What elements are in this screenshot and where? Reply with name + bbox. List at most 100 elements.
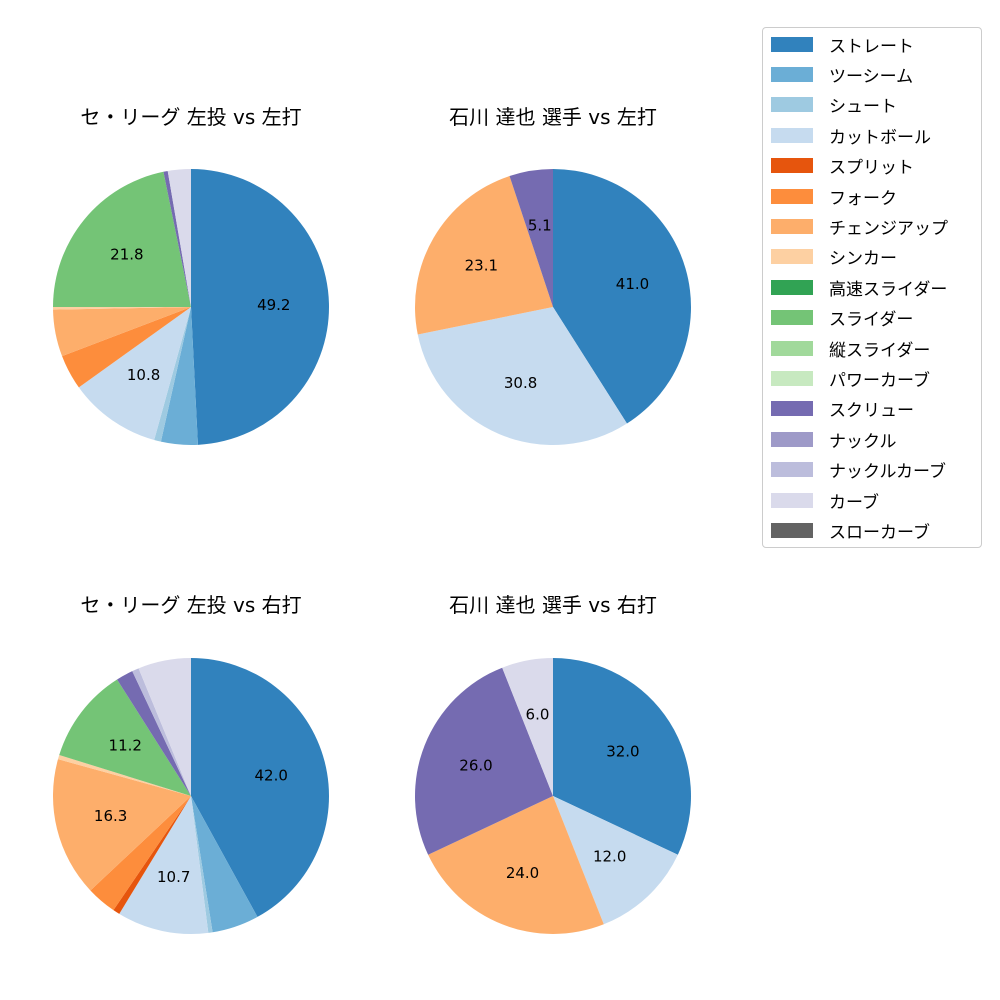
legend-label: フォーク	[829, 188, 897, 209]
pie-slice-value-label: 41.0	[616, 275, 649, 293]
pie-slice	[167, 169, 191, 307]
legend-item: フォーク	[771, 184, 897, 209]
pie-slice	[53, 171, 191, 307]
legend-swatch	[771, 370, 813, 386]
legend-item: スクリュー	[771, 397, 914, 421]
pie-chart: 42.0 10.7 16.3 11.2	[52, 658, 329, 934]
pie-slice	[191, 796, 258, 933]
legend-swatch	[771, 340, 813, 356]
legend-swatch	[771, 127, 813, 143]
legend-swatch	[771, 66, 813, 82]
chart-title-player-vs-right: 石川 達也 選手 vs 右打	[449, 593, 657, 617]
pie-slice	[191, 658, 329, 917]
legend-swatch	[771, 522, 813, 538]
chart-title-league-vs-left: セ・リーグ 左投 vs 左打	[80, 105, 302, 129]
pie-slice	[553, 169, 692, 424]
legend-label: カットボール	[829, 127, 931, 148]
legend-label: カーブ	[829, 492, 879, 513]
pie-slice	[52, 759, 192, 891]
pitch-type-legend: ストレートツーシームシュートカットボール スプリットフォークチェンジアップ シンカー…	[762, 27, 982, 548]
pie-slice-value-label: 49.2	[257, 296, 290, 314]
legend-swatch	[771, 97, 813, 113]
pie-slice	[160, 307, 198, 445]
legend-swatch	[771, 188, 813, 204]
legend-item: 高速スライダー	[771, 275, 948, 300]
pie-slice	[553, 796, 678, 925]
legend-label: スライダー	[829, 310, 914, 331]
legend-item: 縦スライダー	[771, 336, 931, 361]
pie-slice-value-label: 6.0	[526, 706, 550, 724]
pie-slice-value-label: 11.2	[109, 737, 142, 755]
pie-slice	[113, 796, 191, 914]
pie-slice	[553, 658, 691, 855]
legend-item: カーブ	[771, 488, 879, 513]
pie-slice-value-label: 42.0	[254, 766, 287, 784]
pie-slice	[415, 176, 553, 335]
legend-swatch	[771, 492, 813, 508]
legend-label: シュート	[829, 97, 897, 118]
pie-chart: 49.2 10.8 21.8	[53, 169, 330, 445]
pie-slice	[191, 169, 330, 445]
pie-slice	[53, 307, 191, 310]
legend-swatch	[771, 218, 813, 234]
legend-label: 高速スライダー	[829, 279, 948, 300]
legend-swatch	[771, 310, 813, 326]
pie-slice-value-label: 16.3	[94, 807, 127, 825]
pie-slice-value-label: 26.0	[459, 757, 492, 775]
legend-label: ナックル	[829, 431, 897, 452]
legend-label: スプリット	[829, 158, 914, 179]
legend-item: スローカーブ	[771, 518, 930, 543]
legend-item: ナックルカーブ	[771, 458, 946, 482]
pie-slice	[62, 307, 191, 388]
pie-slice	[117, 671, 191, 796]
legend-item: パワーカーブ	[771, 366, 930, 391]
chart-title-league-vs-right: セ・リーグ 左投 vs 右打	[80, 593, 302, 617]
pie-slice-value-label: 24.0	[506, 864, 539, 882]
pie-slice-value-label: 10.8	[127, 366, 160, 384]
legend-label: シンカー	[829, 249, 897, 270]
legend-swatch	[771, 279, 813, 295]
legend-label: スクリュー	[829, 401, 914, 422]
pie-slice	[502, 658, 553, 796]
legend-label: スローカーブ	[829, 522, 930, 543]
pie-slice	[58, 755, 191, 796]
legend-item: シンカー	[771, 245, 897, 269]
legend-item: シュート	[771, 93, 897, 117]
pie-chart: 32.0 12.0 24.0 26.0 6.0	[415, 658, 691, 934]
legend-item: ナックル	[771, 427, 897, 452]
pie-slice-value-label: 12.0	[593, 847, 626, 865]
pie-chart: 41.0 30.8 23.1 5.1	[415, 169, 692, 445]
pie-slice	[191, 796, 213, 933]
pie-slice	[428, 796, 604, 934]
pie-slice	[78, 307, 191, 440]
pie-slice	[132, 668, 191, 796]
legend-swatch	[771, 462, 813, 478]
legend-label: ストレート	[829, 36, 914, 57]
legend-label: ナックルカーブ	[829, 462, 946, 483]
legend-swatch	[771, 431, 813, 447]
legend-label: ツーシーム	[829, 66, 914, 87]
pie-slice	[119, 796, 209, 934]
pie-slice	[415, 667, 553, 855]
legend-label: チェンジアップ	[829, 218, 948, 239]
legend-label: 縦スライダー	[829, 340, 931, 361]
legend-item: カットボール	[771, 123, 931, 148]
legend-swatch	[771, 158, 813, 174]
legend-item: スライダー	[771, 306, 913, 330]
legend-label: パワーカーブ	[829, 370, 930, 391]
pie-slice	[53, 307, 191, 357]
pie-slice	[509, 169, 553, 307]
pie-slice	[59, 679, 191, 796]
pie-slice-value-label: 23.1	[465, 257, 498, 275]
pie-slice	[138, 658, 191, 796]
pie-slice-value-label: 10.7	[157, 868, 190, 886]
legend-item: ストレート	[771, 32, 914, 57]
pie-slice	[163, 170, 191, 307]
legend-swatch	[771, 36, 813, 52]
pie-slice-value-label: 30.8	[504, 374, 537, 392]
pie-slice	[154, 307, 191, 442]
legend-swatch	[771, 401, 813, 417]
legend-item: チェンジアップ	[771, 214, 948, 239]
chart-title-player-vs-left: 石川 達也 選手 vs 左打	[449, 105, 657, 129]
